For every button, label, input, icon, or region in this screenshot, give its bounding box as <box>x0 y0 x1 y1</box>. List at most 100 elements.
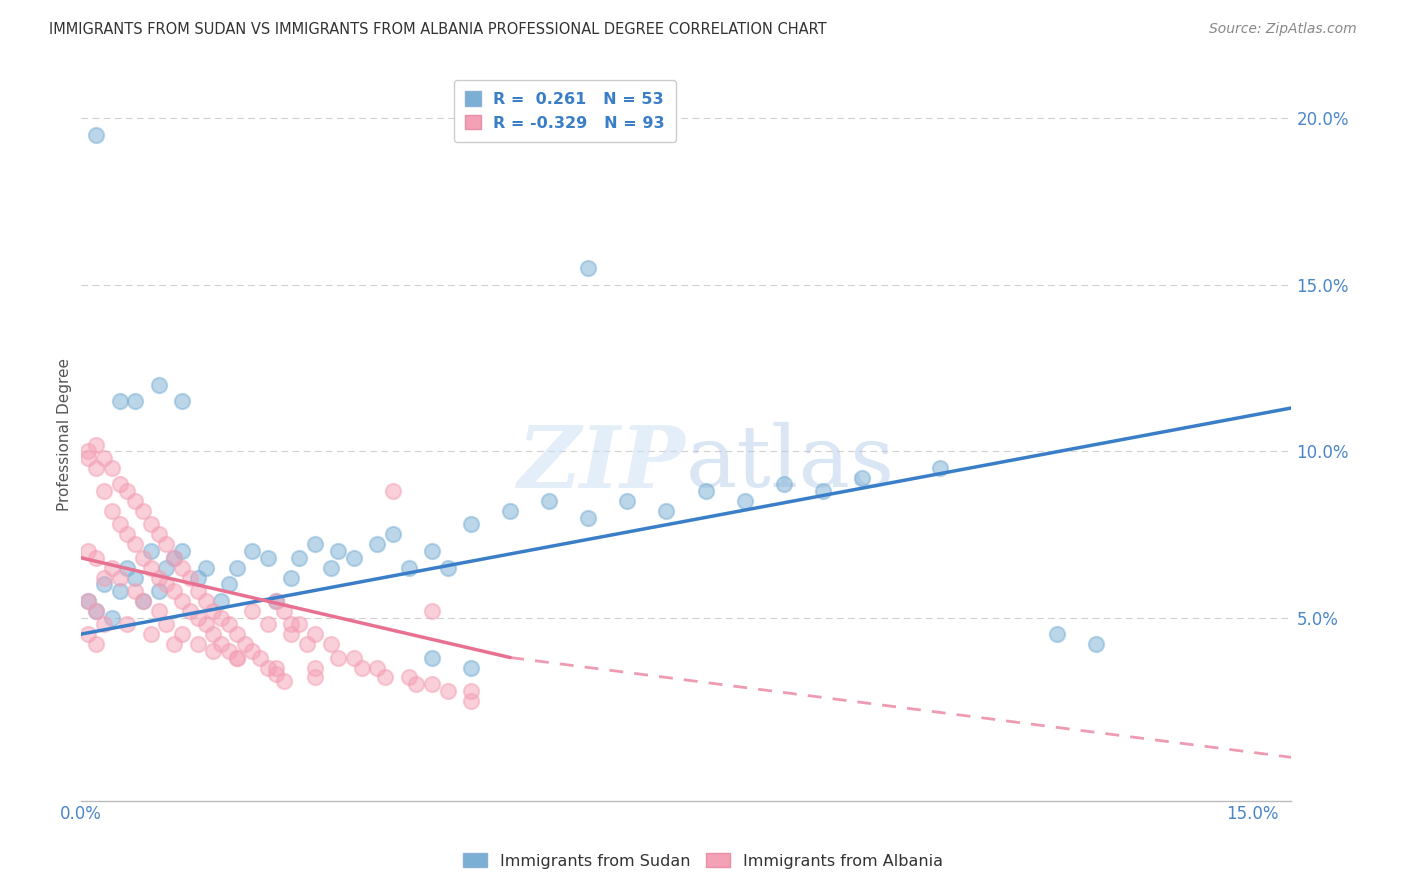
Point <box>84 460 107 475</box>
Point <box>225 627 247 641</box>
Point <box>187 584 209 599</box>
Point <box>187 637 209 651</box>
Point <box>734 494 756 508</box>
Point <box>304 671 326 685</box>
Point <box>100 560 122 574</box>
Point <box>218 617 240 632</box>
Point <box>170 394 193 409</box>
Point <box>93 577 115 591</box>
Point <box>117 617 139 632</box>
Point <box>155 560 177 574</box>
Point <box>93 617 115 632</box>
Point <box>436 683 458 698</box>
Point <box>139 627 162 641</box>
Point <box>218 577 240 591</box>
Point <box>242 644 264 658</box>
Point <box>108 571 131 585</box>
Point <box>187 610 209 624</box>
Point <box>132 594 155 608</box>
Point <box>576 261 599 276</box>
Point <box>242 544 264 558</box>
Point <box>273 673 295 688</box>
Point <box>148 527 170 541</box>
Point <box>460 517 482 532</box>
Point <box>93 571 115 585</box>
Y-axis label: Professional Degree: Professional Degree <box>58 358 72 511</box>
Point <box>319 560 342 574</box>
Point <box>124 494 146 508</box>
Point <box>257 660 280 674</box>
Point <box>108 477 131 491</box>
Point <box>420 650 443 665</box>
Point <box>257 617 280 632</box>
Point <box>851 471 873 485</box>
Point <box>366 660 388 674</box>
Point <box>257 550 280 565</box>
Point <box>1046 627 1069 641</box>
Point <box>77 450 100 465</box>
Point <box>366 537 388 551</box>
Point <box>84 637 107 651</box>
Point <box>124 394 146 409</box>
Point <box>242 604 264 618</box>
Point <box>132 594 155 608</box>
Point <box>616 494 638 508</box>
Point <box>194 594 217 608</box>
Point <box>405 677 427 691</box>
Point <box>170 594 193 608</box>
Point <box>319 637 342 651</box>
Point <box>148 604 170 618</box>
Point <box>93 484 115 499</box>
Point <box>187 571 209 585</box>
Point <box>209 610 232 624</box>
Point <box>170 544 193 558</box>
Point <box>100 504 122 518</box>
Text: atlas: atlas <box>686 422 896 506</box>
Point <box>420 604 443 618</box>
Point <box>100 460 122 475</box>
Point <box>108 394 131 409</box>
Point <box>249 650 271 665</box>
Point <box>695 484 717 499</box>
Point <box>264 660 287 674</box>
Point <box>280 627 302 641</box>
Point <box>77 594 100 608</box>
Point <box>163 584 186 599</box>
Point <box>288 550 311 565</box>
Point <box>93 450 115 465</box>
Point <box>163 637 186 651</box>
Point <box>117 560 139 574</box>
Point <box>108 517 131 532</box>
Point <box>225 560 247 574</box>
Point <box>202 604 225 618</box>
Point <box>295 637 318 651</box>
Point <box>179 571 201 585</box>
Point <box>139 517 162 532</box>
Text: ZIP: ZIP <box>519 422 686 506</box>
Point <box>84 128 107 142</box>
Point <box>202 644 225 658</box>
Point <box>155 617 177 632</box>
Point <box>124 537 146 551</box>
Point <box>179 604 201 618</box>
Point <box>132 550 155 565</box>
Point <box>84 550 107 565</box>
Point <box>398 671 420 685</box>
Point <box>148 571 170 585</box>
Point <box>350 660 373 674</box>
Point <box>398 560 420 574</box>
Text: Source: ZipAtlas.com: Source: ZipAtlas.com <box>1209 22 1357 37</box>
Point <box>420 677 443 691</box>
Point <box>304 537 326 551</box>
Point <box>170 627 193 641</box>
Point <box>273 604 295 618</box>
Point <box>77 444 100 458</box>
Point <box>343 650 366 665</box>
Point <box>304 627 326 641</box>
Point <box>343 550 366 565</box>
Point <box>139 560 162 574</box>
Point <box>225 650 247 665</box>
Point <box>280 617 302 632</box>
Point <box>170 560 193 574</box>
Point <box>163 550 186 565</box>
